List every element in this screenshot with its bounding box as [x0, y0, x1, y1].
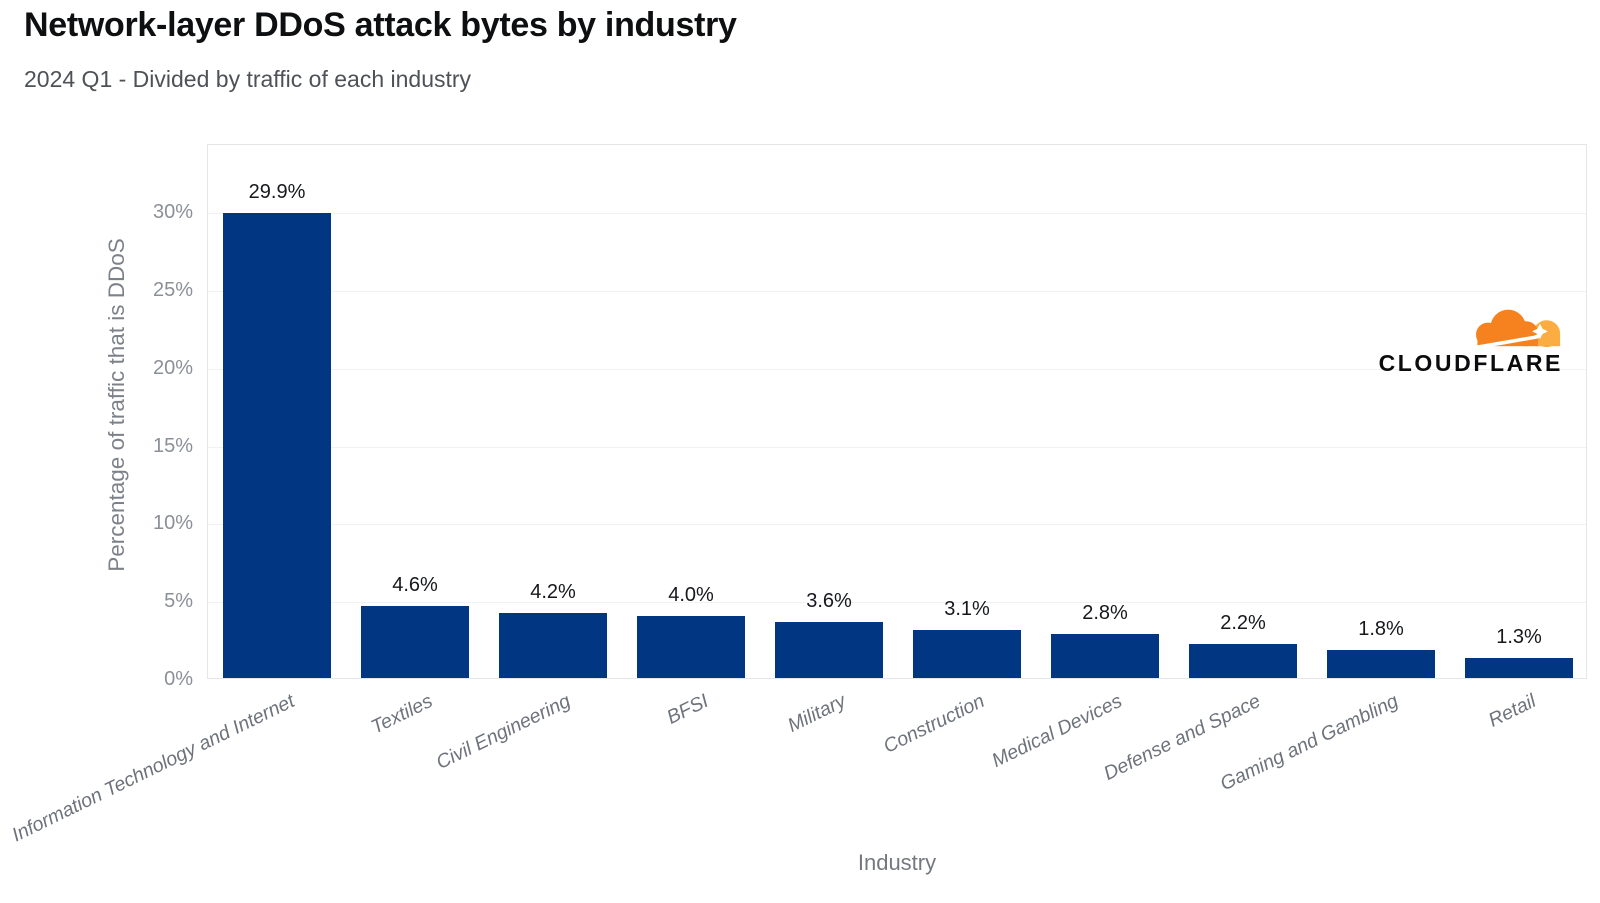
- bar-value-label: 4.2%: [530, 580, 576, 603]
- x-tick-label: Gaming and Gambling: [1216, 690, 1402, 796]
- x-tick-label: Construction: [879, 690, 988, 758]
- x-tick-label: Retail: [1485, 690, 1540, 732]
- x-tick-label: BFSI: [663, 690, 712, 729]
- y-axis-title: Percentage of traffic that is DDoS: [104, 238, 129, 572]
- y-tick-label: 25%: [152, 279, 193, 302]
- y-tick-label: 15%: [152, 434, 193, 457]
- gridline: [208, 291, 1586, 293]
- x-tick-label: Military: [784, 690, 850, 737]
- bar: [499, 612, 607, 678]
- bar: [913, 629, 1021, 678]
- gridline: [208, 524, 1586, 526]
- gridline: [208, 602, 1586, 604]
- bar: [1189, 643, 1297, 678]
- bar: [361, 606, 469, 678]
- y-tick-label: 0%: [164, 668, 193, 690]
- bar: [1465, 657, 1573, 678]
- bar: [1051, 634, 1159, 678]
- bar-value-label: 29.9%: [248, 181, 306, 203]
- y-axis-ticks: 0% 5% 10% 15% 20% 25% 30%: [0, 0, 193, 903]
- bar-value-label: 2.2%: [1220, 611, 1266, 634]
- bar-value-label: 2.8%: [1082, 602, 1128, 625]
- bar-value-label: 1.3%: [1496, 625, 1542, 648]
- chart-title: Network-layer DDoS attack bytes by indus…: [24, 6, 737, 44]
- cloudflare-cloud-icon: [1466, 309, 1561, 349]
- bar-value-label: 3.1%: [944, 597, 990, 620]
- bar: [775, 622, 883, 678]
- y-tick-label: 30%: [152, 201, 193, 224]
- bar-value-label: 1.8%: [1358, 618, 1404, 641]
- bar: [223, 213, 331, 678]
- bar-value-label: 3.6%: [806, 590, 852, 613]
- bar: [1327, 650, 1435, 678]
- y-tick-label: 5%: [164, 590, 193, 613]
- bar-value-label: 4.0%: [668, 583, 714, 606]
- cloudflare-logo: CLOUDFLARE: [1379, 303, 1563, 377]
- gridline: [208, 368, 1586, 370]
- chart-subtitle: 2024 Q1 - Divided by traffic of each ind…: [24, 66, 472, 92]
- cloudflare-wordmark: CLOUDFLARE: [1378, 350, 1563, 376]
- x-tick-label: Civil Engineering: [432, 690, 574, 774]
- y-tick-label: 20%: [152, 356, 193, 379]
- x-tick-label: Medical Devices: [988, 690, 1126, 773]
- gridline: [208, 213, 1586, 215]
- x-tick-label: Textiles: [367, 690, 436, 739]
- x-tick-label: Defense and Space: [1100, 690, 1264, 785]
- y-tick-label: 10%: [152, 512, 193, 535]
- bar-value-label: 4.6%: [392, 574, 438, 597]
- x-axis-title: Industry: [857, 850, 937, 875]
- plot-area: CLOUDFLARE 29.9% 4.6% 4.2% 4.0% 3.6% 3.1% 2.8%…: [207, 144, 1587, 679]
- bar: [637, 615, 745, 678]
- gridline: [208, 446, 1586, 448]
